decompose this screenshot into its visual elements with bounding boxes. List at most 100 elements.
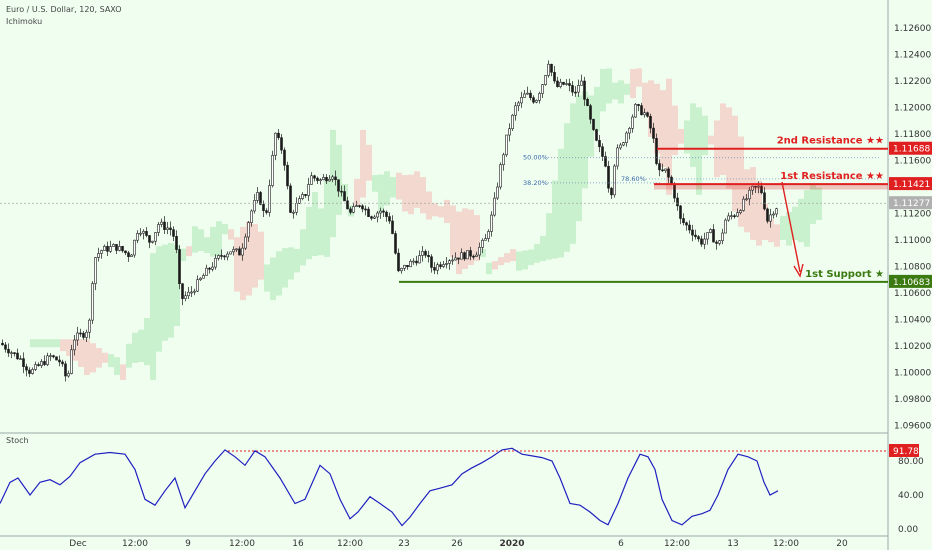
candle-up: [487, 231, 490, 239]
ichimoku-cloud-segment: [42, 339, 48, 348]
candle-down: [640, 105, 643, 116]
candle-down: [220, 255, 223, 257]
candle-down: [463, 252, 466, 260]
candle-up: [499, 164, 502, 188]
ichimoku-cloud-segment: [108, 354, 114, 368]
candle-up: [496, 186, 499, 199]
ichimoku-cloud-segment: [354, 178, 360, 206]
candle-up: [328, 178, 331, 182]
candle-down: [712, 229, 715, 243]
ichimoku-cloud-segment: [786, 212, 792, 246]
ichimoku-cloud-segment: [306, 206, 312, 260]
time-tick-label: 12:00: [122, 539, 148, 549]
candle-up: [46, 355, 49, 365]
candle-down: [589, 105, 592, 120]
candle-down: [562, 81, 565, 85]
current-price-value: 1.11277: [893, 199, 930, 209]
candle-up: [94, 257, 97, 284]
ichimoku-cloud-segment: [594, 86, 600, 132]
ichimoku-cloud-segment: [282, 248, 288, 288]
candle-down: [238, 248, 241, 256]
ichimoku-cloud-segment: [762, 203, 768, 241]
candle-up: [250, 210, 253, 223]
candle-down: [691, 229, 694, 236]
candle-up: [151, 240, 154, 243]
candle-down: [424, 251, 427, 256]
candle-up: [403, 264, 406, 269]
ichimoku-cloud-segment: [210, 226, 216, 257]
stoch-tick-label: 40.00: [898, 491, 924, 501]
candle-up: [244, 236, 247, 249]
ichimoku-cloud-segment: [66, 339, 72, 356]
candle-up: [67, 373, 70, 377]
candle-up: [475, 254, 478, 257]
price-tick-label: 1.11600: [894, 156, 931, 166]
candle-up: [631, 116, 634, 129]
candle-down: [679, 205, 682, 219]
candle-up: [268, 185, 271, 213]
candle-up: [541, 84, 544, 94]
candle-up: [625, 132, 628, 143]
candle-up: [232, 249, 235, 253]
stoch-line: [0, 447, 779, 527]
candle-up: [736, 212, 739, 217]
candle-down: [610, 187, 613, 196]
candle-down: [22, 358, 25, 367]
candle-down: [760, 185, 763, 194]
candle-down: [649, 116, 652, 129]
candle-up: [721, 232, 724, 241]
candle-up: [73, 339, 76, 351]
candle-up: [196, 279, 199, 292]
candle-up: [514, 105, 517, 116]
ichimoku-cloud-segment: [456, 211, 462, 275]
candle-down: [388, 216, 391, 222]
ichimoku-cloud-segment: [666, 78, 672, 195]
ichimoku-cloud-segment: [36, 339, 42, 348]
price-tick-label: 1.10200: [894, 342, 931, 352]
candle-up: [535, 100, 538, 103]
ichimoku-cloud-segment: [684, 120, 690, 154]
candle-up: [619, 144, 622, 149]
candle-up: [745, 198, 748, 201]
candle-up: [757, 185, 760, 188]
candle-down: [763, 192, 766, 210]
candle-up: [247, 222, 250, 238]
candle-up: [748, 189, 751, 200]
ichimoku-cloud-segment: [630, 68, 636, 99]
candle-down: [4, 344, 7, 350]
ichimoku-cloud-segment: [462, 208, 468, 270]
candle-up: [292, 211, 295, 214]
candle-up: [418, 255, 421, 264]
candle-up: [634, 104, 637, 118]
candle-up: [322, 177, 325, 180]
candle-down: [715, 241, 718, 244]
candle-up: [559, 81, 562, 87]
candle-down: [586, 99, 589, 106]
candle-up: [274, 132, 277, 156]
ichimoku-cloud-segment: [732, 115, 738, 212]
ichimoku-cloud-segment: [672, 105, 678, 156]
ichimoku-cloud-segment: [804, 190, 810, 247]
candle-up: [19, 358, 22, 360]
candle-up: [451, 259, 454, 262]
candle-up: [241, 247, 244, 256]
ichimoku-cloud-segment: [816, 187, 822, 220]
ichimoku-cloud-segment: [798, 198, 804, 243]
fib-label: 38.20%: [523, 179, 548, 187]
ichimoku-cloud-segment: [792, 206, 798, 241]
ichimoku-cloud-segment: [390, 177, 396, 198]
support-badge-value: 1.10683: [893, 278, 930, 288]
candle-up: [97, 253, 100, 258]
candle-down: [52, 355, 55, 358]
candle-up: [190, 291, 193, 294]
candle-down: [364, 208, 367, 211]
candle-down: [304, 194, 307, 196]
candle-down: [469, 250, 472, 257]
ichimoku-cloud-segment: [156, 246, 162, 352]
candle-up: [142, 231, 145, 234]
price-tick-label: 1.09600: [894, 421, 931, 431]
ichimoku-cloud-segment: [126, 343, 132, 368]
candle-down: [358, 205, 361, 207]
candle-down: [556, 80, 559, 87]
